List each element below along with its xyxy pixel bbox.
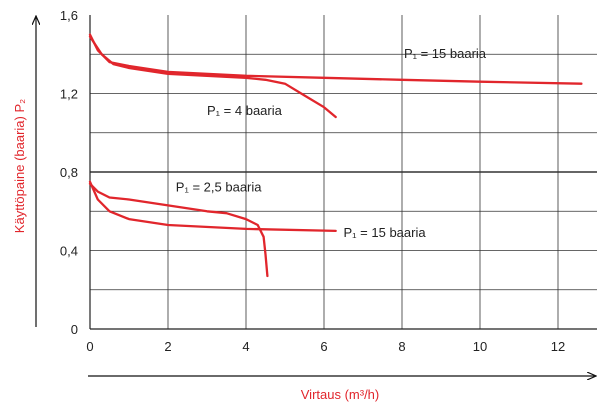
plot-frame xyxy=(89,15,597,330)
series-annotation: P₁ = 2,5 baaria xyxy=(176,180,262,195)
series-line-3 xyxy=(88,180,337,233)
y-tick-label: 1,2 xyxy=(60,87,78,102)
x-tick-label: 12 xyxy=(551,339,565,354)
x-tick-label: 2 xyxy=(164,339,171,354)
x-tick-label: 4 xyxy=(242,339,249,354)
annotations: P₁ = 15 baaria P₁ = 4 baaria P₁ = 2,5 baar… xyxy=(176,46,487,240)
y-tick-label: 0,4 xyxy=(60,244,78,259)
x-axis-label: Virtaus (m³/h) xyxy=(301,387,380,402)
x-tick-label: 6 xyxy=(320,339,327,354)
y-axis-label: Käyttöpaine (baaria) P₂ xyxy=(12,99,27,233)
x-tick-label: 8 xyxy=(398,339,405,354)
x-tick-label: 0 xyxy=(86,339,93,354)
y-tick-label: 1,6 xyxy=(60,8,78,23)
y-tick-label: 0 xyxy=(71,322,78,337)
y-tick-label: 0,8 xyxy=(60,165,78,180)
tick-labels: 0 2 4 6 8 10 12 0 0,4 0,8 1,2 1,6 xyxy=(60,8,565,354)
series-line-1 xyxy=(88,35,337,119)
x-tick-label: 10 xyxy=(473,339,487,354)
series-annotation: P₁ = 15 baaria xyxy=(404,46,487,61)
series-line-2 xyxy=(88,182,269,278)
series-group xyxy=(88,33,583,278)
grid xyxy=(90,15,597,329)
series-annotation: P₁ = 4 baaria xyxy=(207,103,283,118)
series-line-0 xyxy=(88,33,583,85)
series-annotation: P₁ = 15 baaria xyxy=(344,225,427,240)
